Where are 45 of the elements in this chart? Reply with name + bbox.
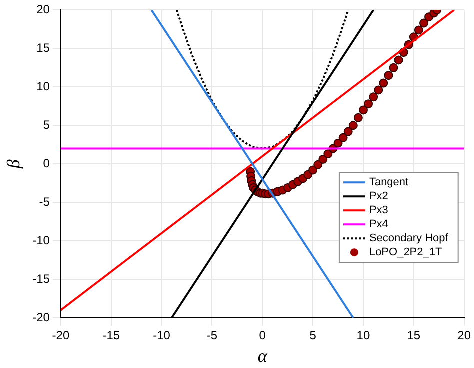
legend-label: Px4: [369, 218, 388, 231]
legend-label: Tangent: [369, 176, 409, 189]
x-tick-label: 5: [310, 328, 317, 343]
x-tick-label: -5: [206, 328, 218, 343]
y-tick-label: 15: [36, 40, 50, 55]
y-tick-label: -5: [39, 194, 50, 209]
y-tick-label: -10: [32, 233, 50, 248]
point: [384, 71, 394, 80]
y-tick-label: -20: [32, 310, 50, 324]
point: [344, 127, 353, 136]
legend-label: Secondary Hopf: [369, 232, 450, 245]
point: [314, 160, 323, 170]
x-tick-label: 20: [458, 328, 472, 343]
point: [348, 121, 358, 130]
point: [308, 166, 318, 175]
y-tick-label: 5: [43, 118, 50, 132]
point: [374, 86, 384, 95]
y-tick-label: -15: [32, 272, 50, 286]
point: [364, 100, 374, 109]
x-tick-label: 10: [356, 328, 370, 343]
point: [338, 133, 348, 142]
y-tick-label: 20: [36, 2, 50, 17]
x-tick-label: 0: [259, 328, 266, 343]
point: [334, 138, 343, 148]
point: [358, 106, 368, 115]
point: [324, 150, 333, 159]
x-tick-label: -10: [153, 328, 171, 343]
point: [369, 92, 378, 102]
x-tick-label: 15: [407, 328, 421, 343]
y-axis-title: β: [4, 160, 24, 170]
point: [414, 26, 424, 35]
point: [379, 78, 388, 88]
point: [394, 56, 404, 65]
point: [389, 63, 398, 72]
point: [318, 154, 328, 164]
point: [354, 113, 363, 122]
x-tick-label: -20: [52, 328, 70, 343]
x-axis-title: α: [258, 346, 268, 366]
legend-label: Px3: [369, 204, 388, 217]
legend-label: LoPO_2P2_1T: [369, 246, 442, 259]
y-tick-label: 0: [43, 156, 50, 170]
y-tick-label: 10: [36, 79, 50, 94]
legend-label: Px2: [369, 190, 388, 203]
point: [419, 18, 428, 28]
x-tick-label: -15: [102, 328, 120, 343]
